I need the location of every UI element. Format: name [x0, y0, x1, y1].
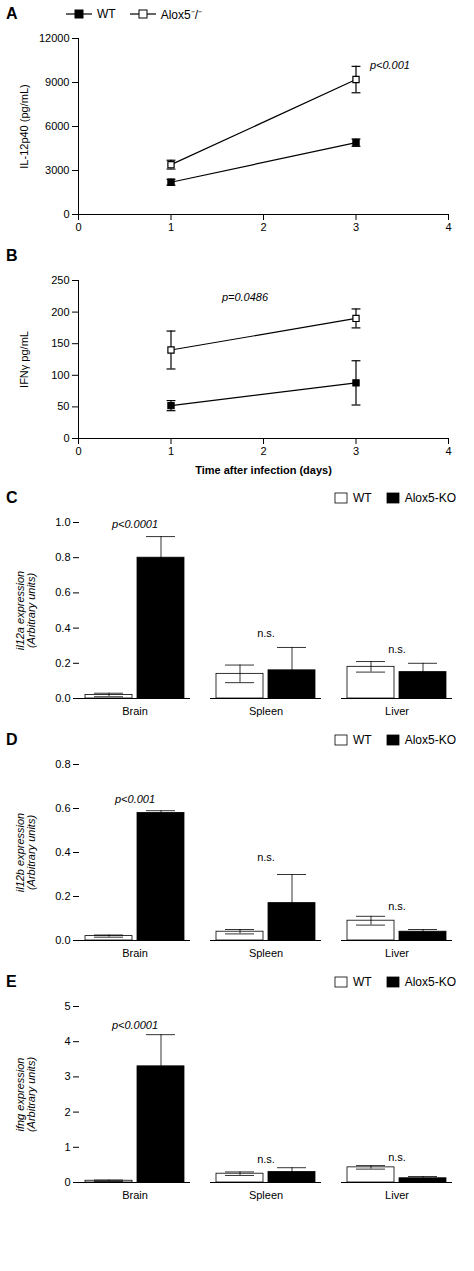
svg-text:100: 100: [51, 369, 69, 381]
svg-text:4: 4: [445, 221, 451, 233]
svg-text:p=0.0486: p=0.0486: [221, 291, 269, 303]
svg-text:0.8: 0.8: [55, 551, 70, 563]
html-text:C: C: [6, 489, 18, 506]
html-text:WT: WT: [353, 491, 372, 505]
html-text:WT: WT: [97, 7, 116, 21]
svg-text:4: 4: [64, 1035, 70, 1047]
svg-text:2: 2: [64, 1106, 70, 1118]
svg-text:0.6: 0.6: [55, 586, 70, 598]
svg-text:Spleen: Spleen: [249, 1189, 283, 1201]
svg-text:9000: 9000: [45, 76, 69, 88]
html-text:WT: WT: [353, 733, 372, 747]
svg-text:Liver: Liver: [385, 947, 409, 959]
html-text:Alox5-KO: Alox5-KO: [404, 733, 456, 747]
svg-text:Liver: Liver: [385, 705, 409, 717]
svg-text:0: 0: [63, 432, 69, 444]
svg-text:3: 3: [64, 1070, 70, 1082]
svg-text:200: 200: [51, 306, 69, 318]
svg-text:n.s.: n.s.: [388, 900, 406, 912]
svg-text:0.0: 0.0: [55, 934, 70, 946]
svg-text:2: 2: [260, 445, 266, 457]
svg-text:n.s.: n.s.: [388, 1151, 406, 1163]
svg-text:6000: 6000: [45, 120, 69, 132]
svg-text:3000: 3000: [45, 164, 69, 176]
svg-text:il12a expression(Arbitrary uni: il12a expression(Arbitrary units): [14, 571, 37, 651]
svg-text:0.8: 0.8: [55, 758, 70, 770]
svg-text:0: 0: [63, 208, 69, 220]
svg-text:0: 0: [64, 1176, 70, 1188]
html-text:Alox5⁻/⁻: Alox5⁻/⁻: [160, 7, 202, 22]
svg-text:Brain: Brain: [122, 705, 148, 717]
svg-text:Brain: Brain: [122, 947, 148, 959]
svg-text:50: 50: [57, 400, 69, 412]
svg-text:n.s.: n.s.: [257, 627, 275, 639]
html-text:A: A: [6, 5, 18, 22]
svg-text:5: 5: [64, 1000, 70, 1012]
svg-text:4: 4: [445, 445, 451, 457]
svg-text:Time after infection (days): Time after infection (days): [195, 464, 332, 476]
svg-text:1.0: 1.0: [55, 516, 70, 528]
svg-text:n.s.: n.s.: [388, 643, 406, 655]
svg-text:0.4: 0.4: [55, 622, 70, 634]
html-text:E: E: [6, 973, 17, 990]
svg-text:12000: 12000: [39, 32, 70, 44]
svg-text:0.6: 0.6: [55, 802, 70, 814]
svg-text:0.2: 0.2: [55, 890, 70, 902]
svg-text:0.0: 0.0: [55, 692, 70, 704]
svg-text:0: 0: [75, 221, 81, 233]
svg-text:1: 1: [64, 1141, 70, 1153]
svg-text:p<0.0001: p<0.0001: [111, 518, 158, 530]
svg-text:0.2: 0.2: [55, 657, 70, 669]
svg-text:p<0.001: p<0.001: [369, 59, 410, 71]
svg-text:n.s.: n.s.: [257, 851, 275, 863]
svg-text:Spleen: Spleen: [249, 705, 283, 717]
svg-text:2: 2: [260, 221, 266, 233]
html-text:D: D: [6, 731, 18, 748]
svg-text:1: 1: [168, 221, 174, 233]
svg-text:Spleen: Spleen: [249, 947, 283, 959]
svg-text:250: 250: [51, 274, 69, 286]
svg-text:p<0.001: p<0.001: [114, 793, 155, 805]
svg-text:Liver: Liver: [385, 1189, 409, 1201]
html-text:Alox5-KO: Alox5-KO: [404, 491, 456, 505]
svg-text:ifng expression(Arbitrary unit: ifng expression(Arbitrary units): [14, 1057, 37, 1133]
svg-text:150: 150: [51, 337, 69, 349]
svg-text:IFNγ pg/mL: IFNγ pg/mL: [18, 331, 30, 388]
svg-text:1: 1: [168, 445, 174, 457]
svg-text:0.4: 0.4: [55, 846, 70, 858]
svg-text:IL-12p40 (pg/mL): IL-12p40 (pg/mL): [18, 84, 30, 168]
svg-text:n.s.: n.s.: [257, 1153, 275, 1165]
svg-text:il12b expression(Arbitrary uni: il12b expression(Arbitrary units): [14, 813, 37, 893]
html-text:B: B: [6, 247, 18, 264]
svg-text:3: 3: [353, 445, 359, 457]
svg-text:p<0.0001: p<0.0001: [111, 1019, 158, 1031]
svg-text:Brain: Brain: [122, 1189, 148, 1201]
html-text:Alox5-KO: Alox5-KO: [404, 975, 456, 989]
svg-text:0: 0: [75, 445, 81, 457]
svg-text:3: 3: [353, 221, 359, 233]
html-text:WT: WT: [353, 975, 372, 989]
